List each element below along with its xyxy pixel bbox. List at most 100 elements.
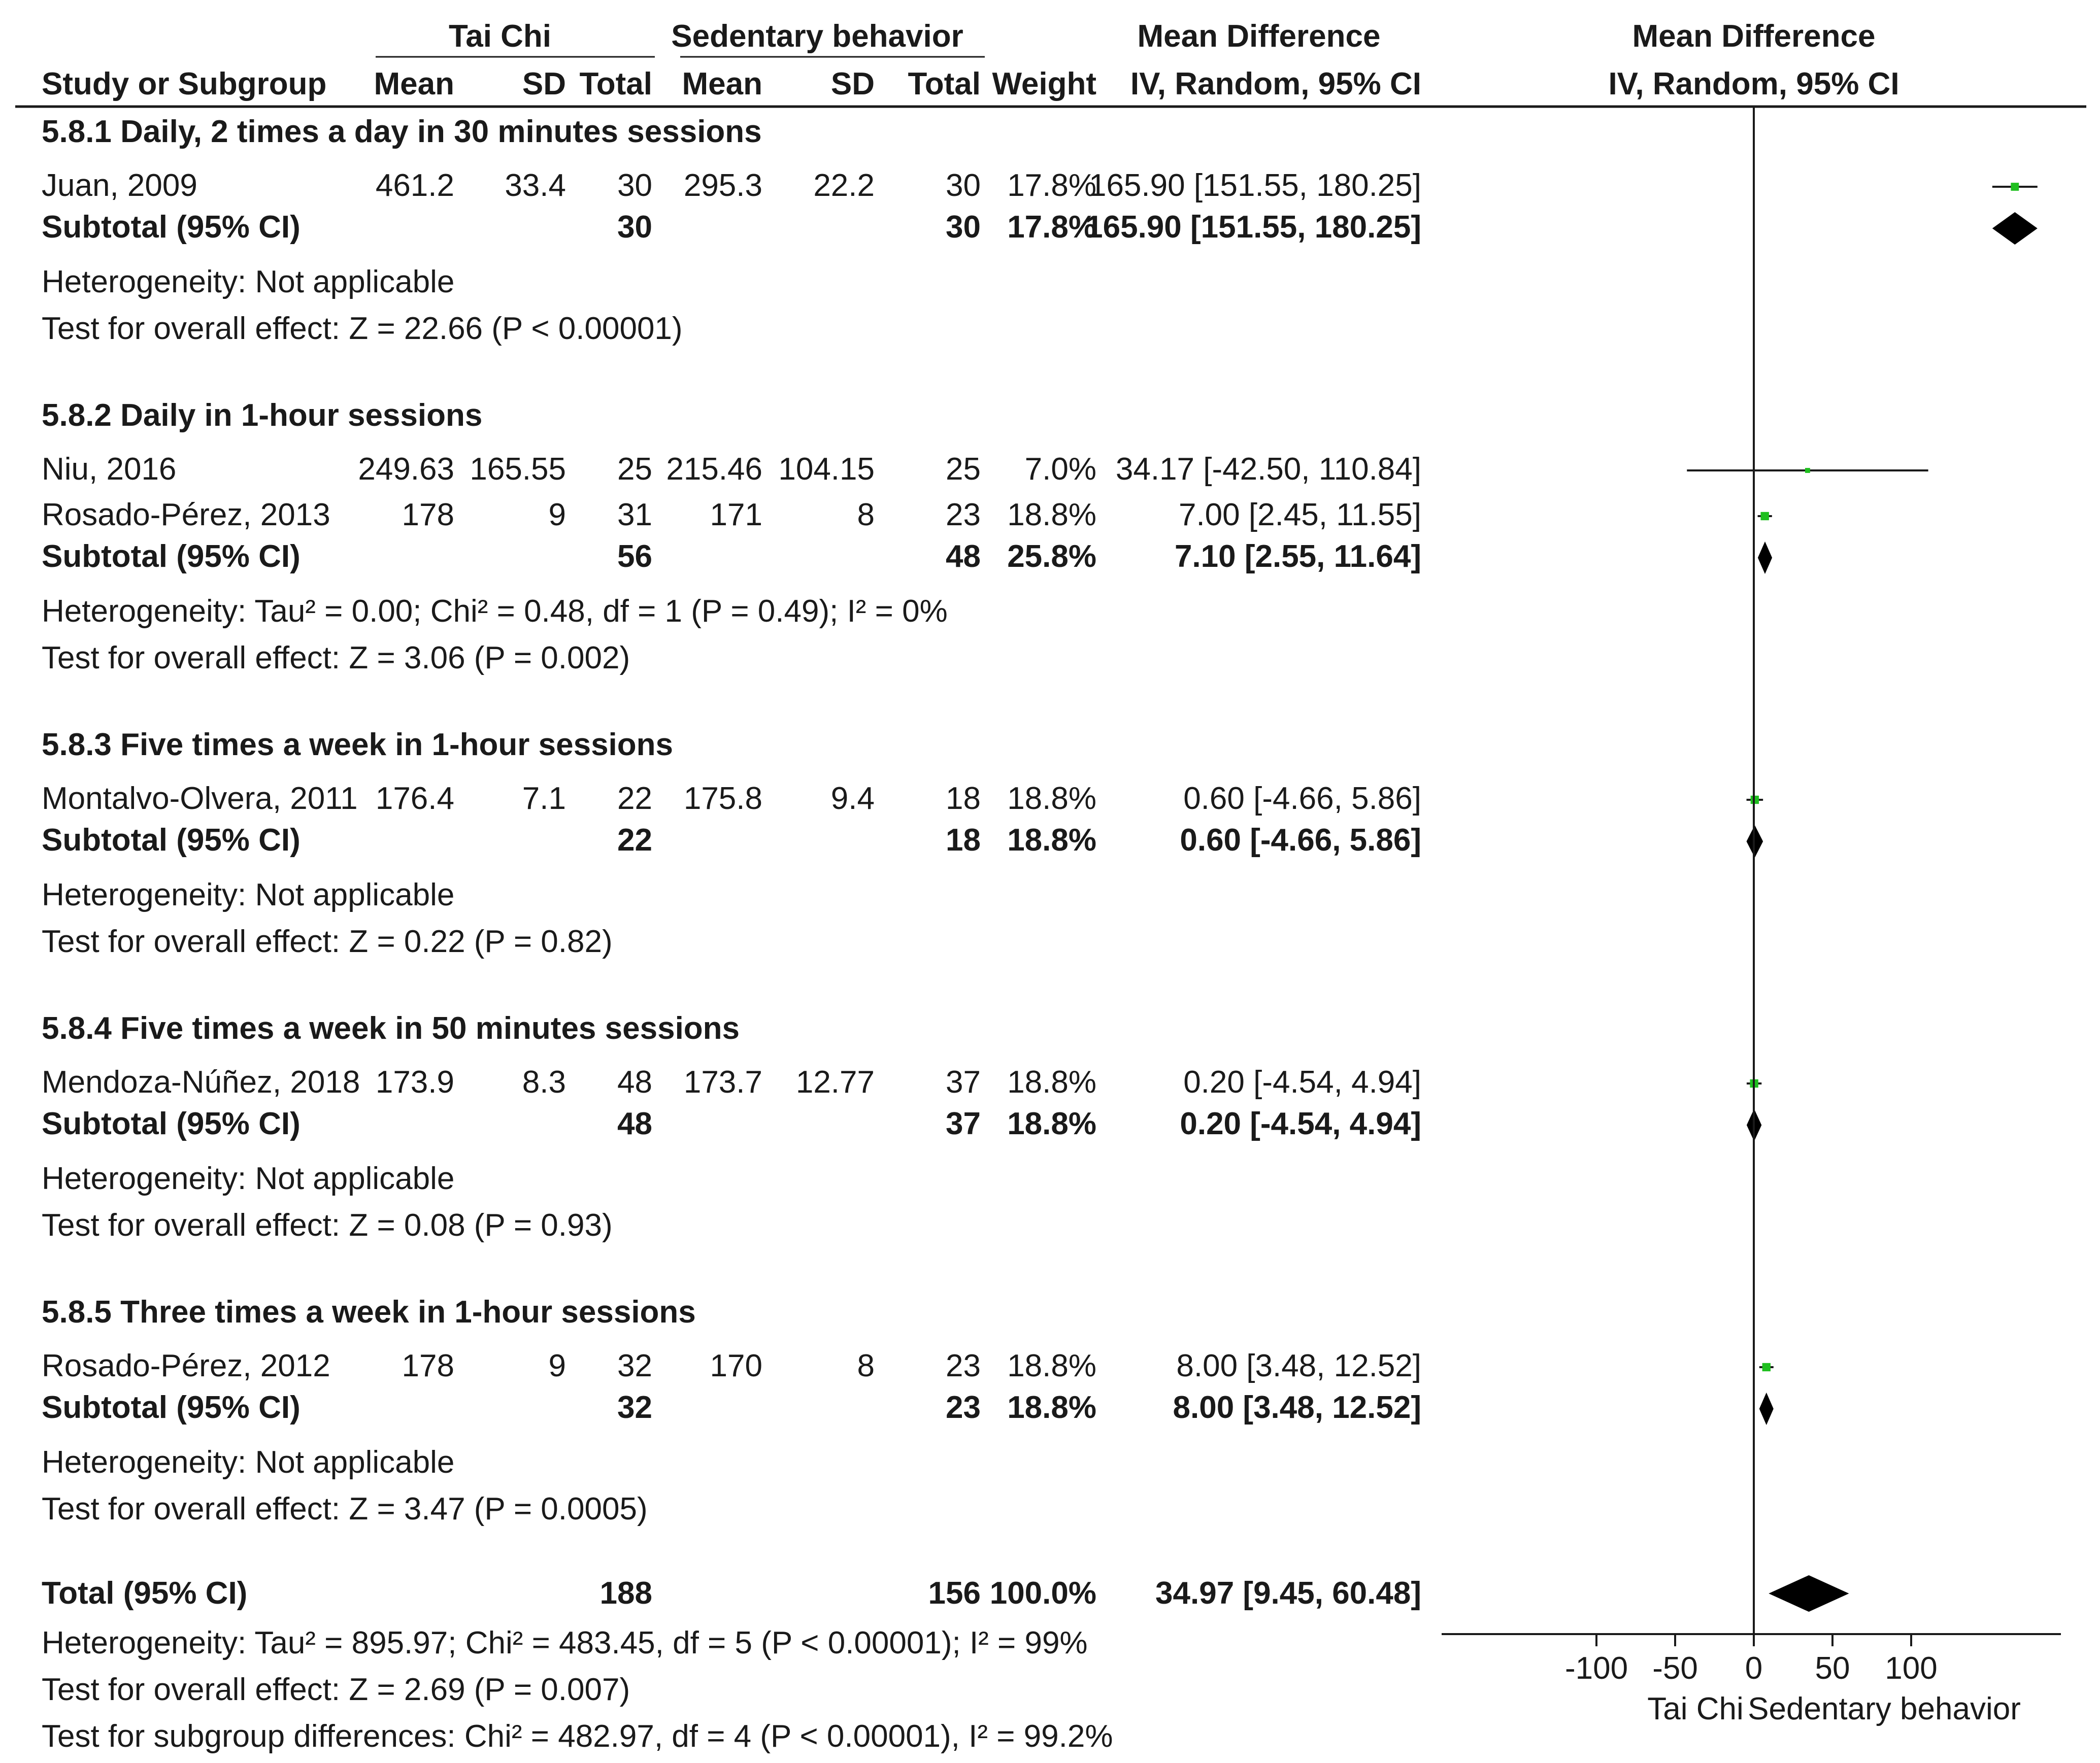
total-diamond [1769,1575,1849,1612]
cell-md-ci: 0.60 [-4.66, 5.86] [1183,781,1421,816]
overall-effect-text: Test for overall effect: Z = 0.22 (P = 0… [42,924,613,959]
subtotal-md-ci: 0.20 [-4.54, 4.94] [1180,1106,1421,1141]
subgroup-differences-text: Test for subgroup differences: Chi² = 48… [42,1719,1113,1754]
overall-effect-text: Test for overall effect: Z = 3.47 (P = 0… [42,1491,648,1527]
header-weight: Weight [992,66,1097,101]
cell-weight: 17.8% [1007,168,1096,203]
cell-weight: 18.8% [1007,781,1096,816]
header-mean2: Mean [682,66,762,101]
cell-mean2: 171 [710,497,762,532]
cell-mean2: 173.7 [684,1065,762,1100]
heterogeneity-text: Heterogeneity: Not applicable [42,1445,454,1480]
forest-rows: 5.8.1 Daily, 2 times a day in 30 minutes… [42,114,1421,1754]
study-name: Rosado-Pérez, 2013 [42,497,330,532]
cell-total1: 48 [617,1065,652,1100]
header-md-method: IV, Random, 95% CI [1130,66,1421,101]
subtotal-diamond [1757,541,1773,574]
cell-total1: 30 [617,168,652,203]
header-total1: Total [580,66,653,101]
subgroup-title: 5.8.5 Three times a week in 1-hour sessi… [42,1295,696,1330]
heterogeneity-text: Heterogeneity: Not applicable [42,264,454,299]
heterogeneity-text: Heterogeneity: Not applicable [42,877,454,912]
axis-left-label: Tai Chi [1647,1691,1744,1726]
x-tick-label: -100 [1565,1651,1628,1686]
cell-total2: 25 [946,452,981,487]
subtotal-weight: 17.8% [1007,210,1096,245]
subtotal-label: Subtotal (95% CI) [42,539,301,574]
subtotal-weight: 18.8% [1007,1106,1096,1141]
cell-total2: 23 [946,1348,981,1383]
total-overall-effect-text: Test for overall effect: Z = 2.69 (P = 0… [42,1672,630,1707]
total-heterogeneity-text: Heterogeneity: Tau² = 895.97; Chi² = 483… [42,1625,1088,1660]
cell-sd2: 9.4 [831,781,875,816]
cell-weight: 7.0% [1025,452,1096,487]
cell-mean1: 178 [402,1348,454,1383]
cell-total1: 25 [617,452,652,487]
header-sd1: SD [522,66,566,101]
header-sd2: SD [831,66,875,101]
subtotal-md-ci: 7.10 [2.55, 11.64] [1175,539,1421,574]
cell-sd1: 33.4 [505,168,566,203]
subtotal-total2: 30 [946,210,981,245]
subtotal-total1: 30 [617,210,652,245]
cell-mean1: 178 [402,497,454,532]
cell-sd1: 8.3 [522,1065,566,1100]
cell-mean1: 173.9 [376,1065,454,1100]
subtotal-total1: 32 [617,1390,652,1425]
subtotal-total2: 48 [946,539,981,574]
study-name: Niu, 2016 [42,452,176,487]
cell-md-ci: 0.20 [-4.54, 4.94] [1183,1065,1421,1100]
cell-mean2: 215.46 [666,452,762,487]
cell-weight: 18.8% [1007,1348,1096,1383]
subtotal-md-ci: 0.60 [-4.66, 5.86] [1180,823,1421,858]
cell-mean2: 175.8 [684,781,762,816]
study-name: Montalvo-Olvera, 2011 [42,781,358,816]
study-name: Rosado-Pérez, 2012 [42,1348,330,1383]
header-md-top: Mean Difference [1138,19,1381,54]
subtotal-label: Subtotal (95% CI) [42,1106,301,1141]
subtotal-total1: 48 [617,1106,652,1141]
subtotal-total2: 37 [946,1106,981,1141]
study-name: Mendoza-Núñez, 2018 [42,1065,360,1100]
study-marker [2011,183,2019,191]
header-group2: Sedentary behavior [671,19,963,54]
study-marker [1760,512,1769,521]
total-weight: 100.0% [990,1576,1096,1611]
cell-sd2: 12.77 [796,1065,875,1100]
total-md-ci: 34.97 [9.45, 60.48] [1155,1576,1421,1611]
total-label: Total (95% CI) [42,1576,247,1611]
study-marker [1762,1363,1771,1372]
subtotal-weight: 18.8% [1007,823,1096,858]
subtotal-md-ci: 165.90 [151.55, 180.25] [1085,210,1421,245]
cell-sd1: 9 [549,1348,566,1383]
cell-mean1: 461.2 [376,168,454,203]
cell-mean1: 176.4 [376,781,454,816]
header-total2: Total [908,66,981,101]
header-group1: Tai Chi [449,19,551,54]
heterogeneity-text: Heterogeneity: Not applicable [42,1161,454,1196]
subtotal-total1: 22 [617,823,652,858]
cell-md-ci: 7.00 [2.45, 11.55] [1179,497,1421,532]
subtotal-total2: 18 [946,823,981,858]
subtotal-weight: 25.8% [1007,539,1096,574]
header-mean1: Mean [374,66,454,101]
subtotal-label: Subtotal (95% CI) [42,210,301,245]
total-total2: 156 [928,1576,981,1611]
cell-total1: 22 [617,781,652,816]
study-name: Juan, 2009 [42,168,197,203]
cell-total2: 37 [946,1065,981,1100]
subtotal-md-ci: 8.00 [3.48, 12.52] [1173,1390,1421,1425]
plot-area: -100 -50 0 50 100 Tai Chi Sedentary behavior [1442,107,2061,1726]
subgroup-title: 5.8.2 Daily in 1-hour sessions [42,398,482,433]
overall-effect-text: Test for overall effect: Z = 3.06 (P = 0… [42,640,630,675]
cell-total2: 18 [946,781,981,816]
cell-sd2: 8 [857,497,875,532]
overall-effect-text: Test for overall effect: Z = 0.08 (P = 0… [42,1208,613,1243]
x-tick-label: 0 [1745,1651,1762,1686]
study-marker [1805,468,1810,473]
subtotal-label: Subtotal (95% CI) [42,823,301,858]
header-md-top-plot: Mean Difference [1632,19,1876,54]
cell-md-ci: 165.90 [151.55, 180.25] [1089,168,1421,203]
axis-right-label: Sedentary behavior [1748,1691,2021,1726]
subgroup-title: 5.8.1 Daily, 2 times a day in 30 minutes… [42,114,762,149]
